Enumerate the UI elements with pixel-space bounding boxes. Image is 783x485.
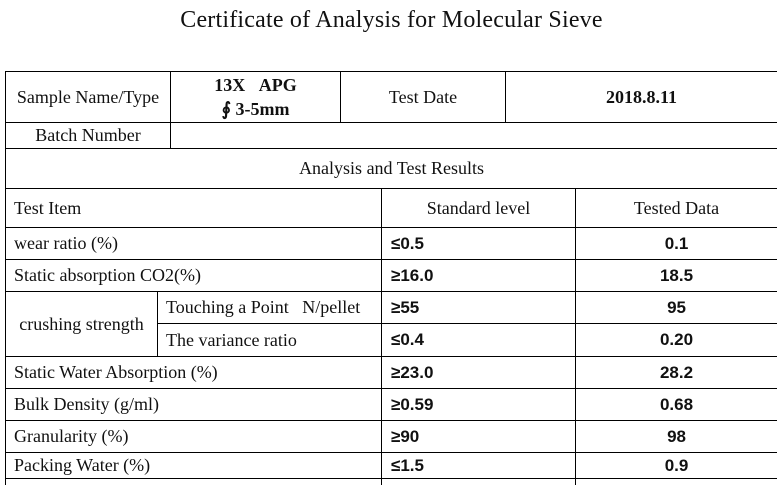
- tested-value: 98: [575, 420, 777, 453]
- standard-value: ≥16.0: [381, 259, 577, 292]
- test-item-label: Static absorption CO2(%): [5, 259, 383, 292]
- table-row-crushing-variance-ratio: The variance ratio ≤0.4 0.20: [6, 323, 777, 357]
- table-row-static-water-absorption: Static Water Absorption (%) ≥23.0 28.2: [5, 356, 777, 389]
- tested-value: 95: [575, 291, 777, 324]
- crushing-strength-label: crushing strength: [5, 291, 158, 357]
- col-header-test-item: Test Item: [5, 188, 383, 228]
- batch-number-value: [170, 122, 777, 149]
- column-header-row: Test Item Standard level Tested Data: [5, 188, 777, 228]
- tested-value: 18.5: [575, 259, 777, 292]
- tested-value: 0.9: [575, 452, 777, 479]
- clipped-bottom-row: [5, 478, 777, 485]
- batch-number-label: Batch Number: [5, 122, 172, 149]
- clipped-cell: [575, 478, 777, 485]
- table-row-crushing-touching-point: crushing strength Touching a Point N/pel…: [5, 291, 777, 357]
- tested-value: 0.20: [575, 323, 777, 357]
- test-item-label: Granularity (%): [5, 420, 383, 453]
- standard-value: ≥23.0: [381, 356, 577, 389]
- table-row-wear-ratio: wear ratio (%) ≤0.5 0.1: [5, 227, 777, 260]
- table-row-bulk-density: Bulk Density (g/ml) ≥0.59 0.68: [5, 388, 777, 421]
- table-row-packing-water: Packing Water (%) ≤1.5 0.9: [5, 452, 777, 479]
- test-item-label: The variance ratio: [156, 323, 383, 357]
- sample-info-row: Sample Name/Type 13X APG ∮ 3-5mm Test Da…: [5, 71, 777, 123]
- tested-value: 28.2: [575, 356, 777, 389]
- sample-type-line1: 13X APG: [214, 74, 297, 95]
- test-item-label: Static Water Absorption (%): [5, 356, 383, 389]
- test-item-label: Touching a Point N/pellet: [156, 291, 383, 324]
- standard-value: ≤1.5: [381, 452, 577, 479]
- certificate-table: Sample Name/Type 13X APG ∮ 3-5mm Test Da…: [5, 71, 777, 485]
- section-title: Analysis and Test Results: [5, 148, 777, 189]
- table-row-granularity: Granularity (%) ≥90 98: [5, 420, 777, 453]
- standard-value: ≥90: [381, 420, 577, 453]
- test-item-label: wear ratio (%): [5, 227, 383, 260]
- section-title-row: Analysis and Test Results: [5, 148, 777, 189]
- test-date-label: Test Date: [340, 71, 507, 123]
- clipped-cell: [381, 478, 577, 485]
- test-item-label: Bulk Density (g/ml): [5, 388, 383, 421]
- sample-name-label: Sample Name/Type: [5, 71, 172, 123]
- page-title: Certificate of Analysis for Molecular Si…: [180, 7, 603, 33]
- batch-row: Batch Number: [5, 122, 777, 149]
- col-header-standard-level: Standard level: [381, 188, 577, 228]
- standard-value: ≤0.4: [381, 323, 577, 357]
- tested-value: 0.68: [575, 388, 777, 421]
- standard-value: ≥0.59: [381, 388, 577, 421]
- sample-type-line2: ∮ 3-5mm: [221, 99, 290, 119]
- sample-type-value: 13X APG ∮ 3-5mm: [170, 71, 342, 123]
- standard-value: ≤0.5: [381, 227, 577, 260]
- test-date-value: 2018.8.11: [505, 71, 777, 123]
- tested-value: 0.1: [575, 227, 777, 260]
- col-header-tested-data: Tested Data: [575, 188, 777, 228]
- test-item-label: Packing Water (%): [5, 452, 383, 479]
- clipped-cell: [5, 478, 383, 485]
- standard-value: ≥55: [381, 291, 577, 324]
- certificate-table-container: Sample Name/Type 13X APG ∮ 3-5mm Test Da…: [5, 71, 777, 485]
- table-row-static-absorption: Static absorption CO2(%) ≥16.0 18.5: [5, 259, 777, 292]
